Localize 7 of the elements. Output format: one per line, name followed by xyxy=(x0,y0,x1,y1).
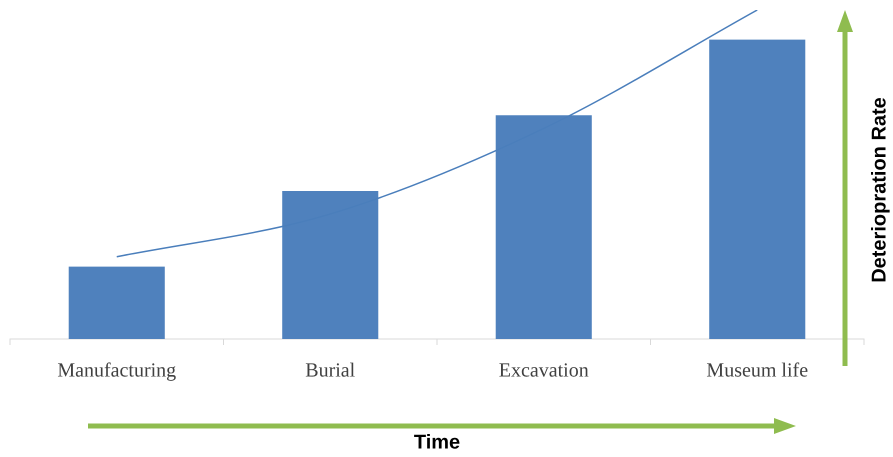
bar xyxy=(68,266,165,339)
x-axis-title: Time xyxy=(414,432,460,454)
x-tick-label: Manufacturing xyxy=(57,359,176,382)
x-tick-label: Excavation xyxy=(498,359,589,382)
x-tick-label: Burial xyxy=(305,359,356,382)
x-tick-label: Museum life xyxy=(706,359,808,382)
y-axis-title: Deteriopration Rate xyxy=(868,97,892,283)
